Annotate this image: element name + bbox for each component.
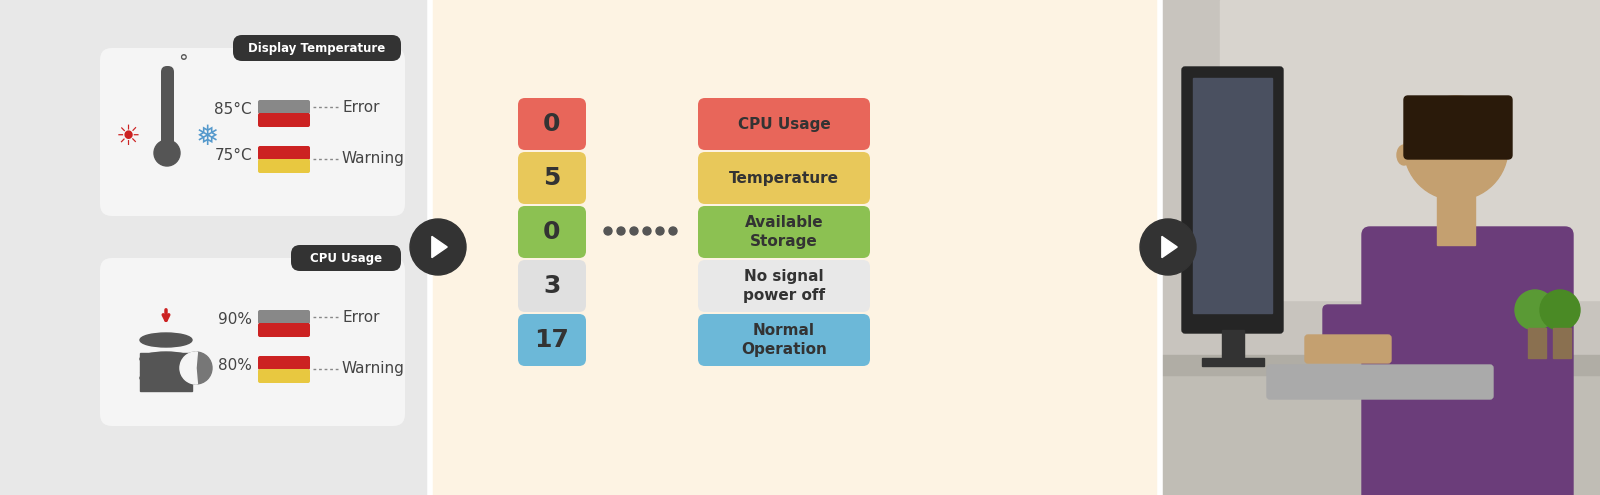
Text: 90%: 90% [218,312,253,328]
Bar [1194,78,1272,313]
Text: °: ° [178,53,187,72]
Bar [1554,328,1571,358]
Bar [430,0,1160,495]
Circle shape [1405,96,1507,200]
Circle shape [179,352,211,384]
Text: No signal
power off: No signal power off [742,269,826,303]
Text: Display Temperature: Display Temperature [248,42,386,55]
Circle shape [669,227,677,235]
FancyBboxPatch shape [162,66,174,148]
Circle shape [618,227,626,235]
FancyBboxPatch shape [258,146,310,160]
Text: CPU Usage: CPU Usage [738,116,830,132]
Text: Normal
Operation: Normal Operation [741,323,827,357]
FancyBboxPatch shape [258,323,310,337]
Bar [1160,0,1600,495]
FancyBboxPatch shape [1267,365,1493,399]
Polygon shape [1162,236,1178,257]
Text: Error: Error [342,309,379,325]
Text: Error: Error [342,99,379,114]
Text: 5: 5 [544,166,560,190]
Bar [1160,0,1600,495]
Circle shape [605,227,611,235]
Bar [1202,358,1264,366]
Text: 75°C: 75°C [214,148,253,163]
Circle shape [1539,290,1581,330]
Circle shape [410,219,466,275]
Ellipse shape [141,371,192,385]
Wedge shape [179,352,197,384]
Text: ☀: ☀ [115,123,141,151]
Bar [1221,0,1600,300]
Circle shape [656,227,664,235]
Text: 0: 0 [544,112,560,136]
FancyBboxPatch shape [234,35,402,61]
FancyBboxPatch shape [1323,305,1413,350]
FancyBboxPatch shape [258,159,310,173]
Bar [1528,328,1546,358]
FancyBboxPatch shape [99,48,405,216]
FancyBboxPatch shape [698,260,870,312]
FancyBboxPatch shape [698,206,870,258]
FancyBboxPatch shape [698,152,870,204]
Text: Available
Storage: Available Storage [744,215,824,249]
FancyBboxPatch shape [1182,67,1283,333]
Bar [1160,360,1600,495]
FancyBboxPatch shape [518,260,586,312]
Bar [141,353,192,372]
Bar [1160,355,1600,375]
Ellipse shape [141,333,192,347]
Text: 0: 0 [544,220,560,244]
FancyBboxPatch shape [698,98,870,150]
Text: Warning: Warning [342,361,405,377]
FancyBboxPatch shape [258,369,310,383]
FancyBboxPatch shape [99,258,405,426]
Text: ❅: ❅ [197,123,219,151]
FancyBboxPatch shape [258,356,310,370]
FancyBboxPatch shape [1306,335,1390,363]
FancyBboxPatch shape [291,245,402,271]
Text: Temperature: Temperature [730,170,838,186]
Text: 3: 3 [544,274,560,298]
Bar [1437,185,1475,245]
Text: 80%: 80% [218,358,253,374]
Text: CPU Usage: CPU Usage [310,252,382,265]
Circle shape [154,140,179,166]
Circle shape [1515,290,1555,330]
Ellipse shape [141,352,192,366]
Circle shape [643,227,651,235]
Circle shape [630,227,638,235]
FancyBboxPatch shape [1405,96,1512,159]
FancyBboxPatch shape [258,100,310,114]
Polygon shape [432,236,448,257]
FancyBboxPatch shape [1362,227,1573,495]
FancyBboxPatch shape [518,98,586,150]
Circle shape [1139,219,1197,275]
FancyBboxPatch shape [258,113,310,127]
Ellipse shape [1397,145,1411,165]
FancyBboxPatch shape [518,152,586,204]
Bar [141,372,192,391]
Text: 17: 17 [534,328,570,352]
Text: 85°C: 85°C [214,102,253,117]
FancyBboxPatch shape [258,310,310,324]
Bar [1222,330,1245,360]
Text: Warning: Warning [342,151,405,166]
Bar [0,0,430,495]
FancyBboxPatch shape [698,314,870,366]
FancyBboxPatch shape [518,314,586,366]
FancyBboxPatch shape [518,206,586,258]
